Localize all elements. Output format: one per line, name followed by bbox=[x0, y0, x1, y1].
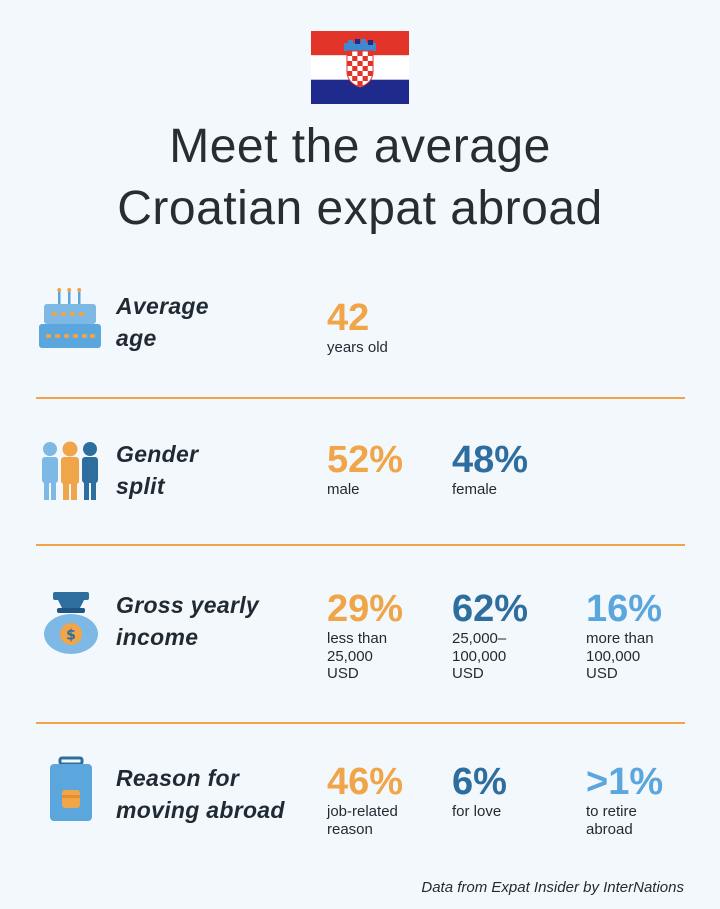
stat-desc-line: more than bbox=[586, 630, 654, 647]
croatia-flag bbox=[311, 31, 409, 104]
stat-desc-line: USD bbox=[586, 665, 618, 682]
row-gross-yearly-income: $ Gross yearly income 29% less than 25,0… bbox=[0, 578, 720, 718]
stat-desc-line: for love bbox=[452, 803, 502, 820]
stat-desc-line: job-related bbox=[327, 803, 398, 820]
label-line: age bbox=[116, 325, 157, 351]
label-line: Gender bbox=[116, 441, 199, 467]
svg-text:$: $ bbox=[66, 628, 76, 644]
stat-desc-line: 100,000 bbox=[586, 647, 641, 665]
source-footer: Data from Expat Insider by InterNations bbox=[421, 879, 684, 896]
label-line: Average bbox=[116, 293, 209, 319]
stat-value: 62% bbox=[452, 588, 529, 630]
stat-value: 16% bbox=[586, 588, 663, 630]
row-gender-split: Gender split 52% male 48% female bbox=[0, 428, 720, 568]
stat-desc-line: USD bbox=[327, 665, 359, 682]
title-line-1: Meet the average bbox=[169, 120, 551, 173]
stat-desc-line: abroad bbox=[586, 820, 633, 838]
label-line: income bbox=[116, 624, 199, 650]
stat-to-retire: >1% to retire abroad bbox=[586, 762, 663, 838]
stat-desc-line: 25,000– bbox=[452, 630, 507, 647]
people-icon bbox=[38, 440, 104, 506]
row-average-age: Average age 42 years old bbox=[0, 280, 720, 420]
divider bbox=[36, 397, 685, 399]
stat-value: 52% bbox=[327, 439, 404, 481]
stat-for-love: 6% for love bbox=[452, 762, 507, 821]
stat-desc-line: USD bbox=[452, 665, 484, 682]
stat-desc: female bbox=[452, 481, 498, 498]
divider bbox=[36, 544, 685, 546]
stat-desc-line: to retire bbox=[586, 803, 637, 820]
title-line-2: Croatian expat abroad bbox=[117, 182, 603, 235]
stat-desc-line: 100,000 bbox=[452, 647, 507, 665]
label-line: split bbox=[116, 473, 165, 499]
label-line: moving abroad bbox=[116, 797, 285, 823]
stat-value: 46% bbox=[327, 761, 404, 803]
stat-income-mid: 62% 25,000– 100,000 USD bbox=[452, 589, 528, 683]
row-label-age: Average age bbox=[116, 290, 209, 354]
stat-male: 52% male bbox=[327, 440, 403, 499]
stat-desc-line: 25,000 bbox=[327, 647, 373, 665]
stat-job-related: 46% job-related reason bbox=[327, 762, 403, 838]
label-line: Reason for bbox=[116, 765, 240, 791]
stat-desc-line: less than bbox=[327, 630, 388, 647]
stat-age: 42 years old bbox=[327, 298, 388, 357]
birthday-cake-icon bbox=[38, 286, 104, 352]
stat-desc: years old bbox=[327, 339, 388, 356]
page-title: Meet the average Croatian expat abroad bbox=[0, 116, 720, 240]
stat-income-low: 29% less than 25,000 USD bbox=[327, 589, 403, 683]
stat-income-high: 16% more than 100,000 USD bbox=[586, 589, 662, 683]
stat-desc-line: reason bbox=[327, 820, 373, 838]
stat-value: 29% bbox=[327, 588, 404, 630]
stat-value: >1% bbox=[586, 761, 664, 803]
money-bag-icon: $ bbox=[38, 590, 104, 656]
divider bbox=[36, 722, 685, 724]
stat-desc: male bbox=[327, 481, 360, 498]
stat-value: 6% bbox=[452, 761, 507, 803]
label-line: Gross yearly bbox=[116, 592, 259, 618]
suitcase-icon bbox=[38, 756, 104, 822]
row-reason-for-moving: Reason for moving abroad 46% job-related… bbox=[0, 750, 720, 890]
stat-value: 48% bbox=[452, 439, 529, 481]
row-label-income: Gross yearly income bbox=[116, 589, 259, 653]
stat-value: 42 bbox=[327, 297, 370, 339]
stat-female: 48% female bbox=[452, 440, 528, 499]
row-label-reason: Reason for moving abroad bbox=[116, 762, 285, 826]
row-label-gender: Gender split bbox=[116, 438, 198, 502]
